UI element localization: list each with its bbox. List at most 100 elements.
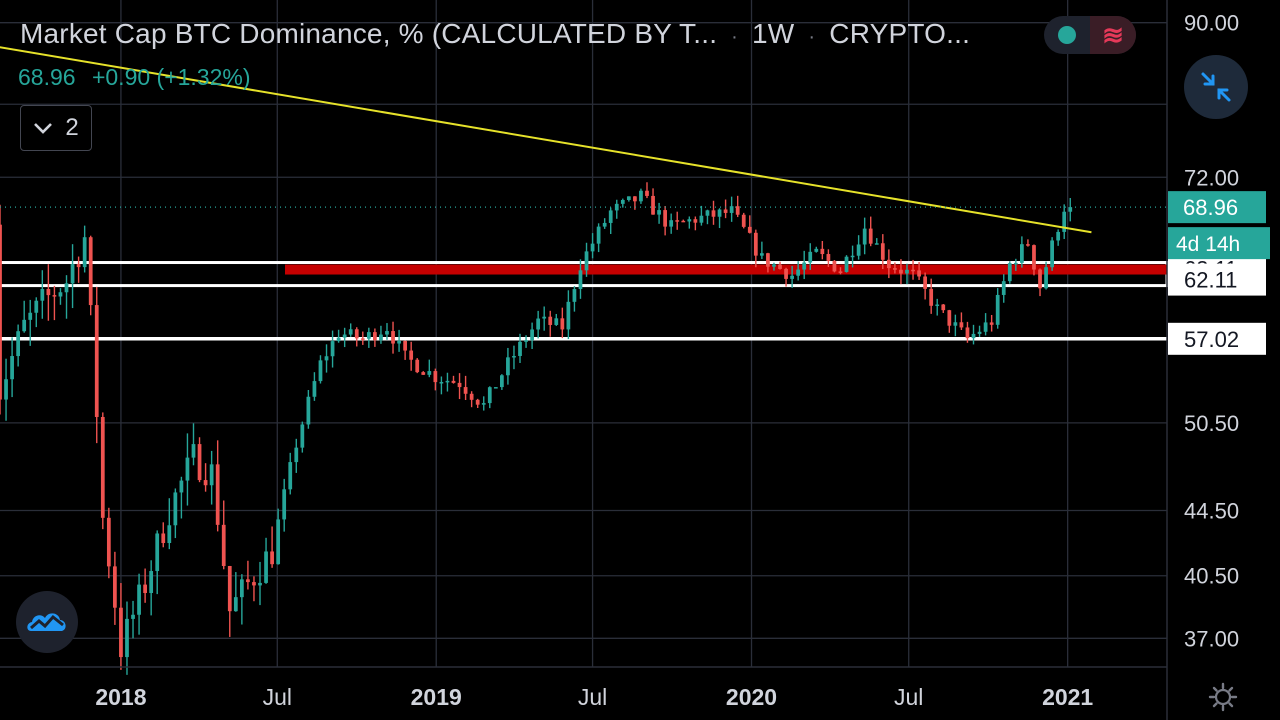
- candle-body: [766, 253, 770, 267]
- candle-body: [548, 316, 553, 325]
- candle-body: [651, 195, 655, 215]
- price-quote: 68.96 +0.90 (+1.32%): [18, 64, 261, 91]
- chart-title-bar: Market Cap BTC Dominance, % (CALCULATED …: [20, 18, 970, 50]
- candle-body: [874, 243, 879, 245]
- candle-body: [923, 276, 928, 289]
- candle-body: [711, 210, 716, 217]
- price-axis-label: 50.50: [1184, 411, 1239, 436]
- candle-body: [687, 219, 692, 222]
- candle-body: [880, 243, 885, 260]
- candle-body: [463, 387, 468, 394]
- market-status-pill[interactable]: ≋: [1044, 16, 1136, 54]
- candle-body: [699, 215, 704, 223]
- candle-body: [433, 371, 438, 383]
- candle-body: [602, 222, 607, 227]
- trendline[interactable]: [0, 46, 1092, 234]
- candle-body: [203, 480, 208, 486]
- candle-body: [469, 393, 474, 400]
- candle-body: [983, 322, 988, 332]
- candle-body: [100, 416, 105, 518]
- price-axis-label: 57.02: [1184, 327, 1239, 352]
- candle-body: [348, 329, 353, 335]
- candle-body: [82, 237, 87, 268]
- candle-body: [324, 356, 329, 361]
- candle-body: [663, 210, 668, 227]
- candle-body: [233, 597, 238, 612]
- symbol-title[interactable]: Market Cap BTC Dominance, % (CALCULATED …: [20, 18, 718, 49]
- candle-body: [590, 243, 595, 252]
- candle-body: [911, 269, 915, 272]
- candle-body: [572, 289, 577, 302]
- candle-body: [487, 387, 492, 404]
- candle-body: [518, 341, 522, 356]
- candle-body: [1068, 207, 1073, 212]
- candle-body: [221, 524, 226, 567]
- candle-body: [409, 350, 414, 360]
- countdown-badge-text: 4d 14h: [1176, 233, 1240, 256]
- candle-body: [886, 259, 891, 269]
- candle-body: [288, 462, 293, 490]
- price-axis-label: 40.50: [1184, 564, 1239, 589]
- candle-body: [669, 220, 674, 227]
- last-price: 68.96: [18, 64, 76, 90]
- candle-body: [826, 254, 831, 261]
- data-mode-toggle[interactable]: ≋: [1090, 16, 1136, 54]
- candle-body: [173, 492, 178, 526]
- candle-body: [119, 607, 123, 658]
- price-axis-label: 44.50: [1184, 499, 1239, 524]
- candle-body: [729, 206, 734, 213]
- candle-body: [657, 210, 661, 215]
- candle-body: [778, 264, 782, 269]
- market-status-toggle[interactable]: [1044, 16, 1090, 54]
- candle-body: [493, 387, 498, 389]
- candle-body: [1050, 240, 1054, 268]
- candle-body: [772, 264, 776, 267]
- candle-body: [1013, 262, 1018, 265]
- candle-body: [131, 614, 135, 619]
- candle-body: [953, 322, 958, 326]
- candle-body: [862, 228, 867, 245]
- indicators-collapse-button[interactable]: 2: [20, 105, 92, 151]
- candle-body: [929, 288, 934, 306]
- candle-body: [1026, 244, 1030, 246]
- candle-body: [46, 289, 51, 296]
- candle-body: [88, 237, 93, 306]
- candle-body: [312, 381, 317, 397]
- candle-body: [373, 332, 377, 341]
- level-label-box: [1168, 322, 1266, 355]
- indicator-count: 2: [65, 114, 79, 141]
- candle-body: [512, 355, 516, 358]
- candle-body: [608, 210, 613, 223]
- tradingview-logo[interactable]: [16, 591, 78, 653]
- separator-dot: ·: [808, 26, 816, 48]
- candle-body: [832, 260, 837, 272]
- interval-label[interactable]: 1W: [752, 18, 795, 49]
- candle-body: [451, 380, 456, 383]
- candle-body: [70, 264, 75, 284]
- candle-body: [626, 196, 631, 201]
- candle-body: [530, 329, 534, 341]
- candle-body: [34, 300, 39, 313]
- candle-body: [796, 269, 801, 276]
- candle-body: [905, 269, 909, 274]
- time-axis-label: Jul: [894, 684, 923, 710]
- candle-body: [197, 444, 202, 481]
- candle-body: [360, 338, 365, 340]
- candle-body: [264, 551, 268, 583]
- candle-body: [633, 196, 637, 202]
- candle-body: [554, 318, 559, 325]
- candle-body: [258, 582, 262, 586]
- candle-body: [354, 329, 359, 339]
- candle-body: [276, 519, 281, 565]
- candle-body: [227, 566, 232, 612]
- candle-body: [620, 200, 625, 204]
- time-axis[interactable]: 2018 Jul 2019 Jul 2020 Jul 2021: [95, 684, 1093, 710]
- candle-body: [1038, 269, 1042, 289]
- gear-icon[interactable]: [1208, 682, 1238, 712]
- candle-body: [977, 331, 982, 334]
- candle-body: [560, 318, 565, 330]
- level-label-box: [1168, 263, 1266, 296]
- candle-body: [300, 424, 305, 448]
- exit-fullscreen-button[interactable]: [1184, 55, 1248, 119]
